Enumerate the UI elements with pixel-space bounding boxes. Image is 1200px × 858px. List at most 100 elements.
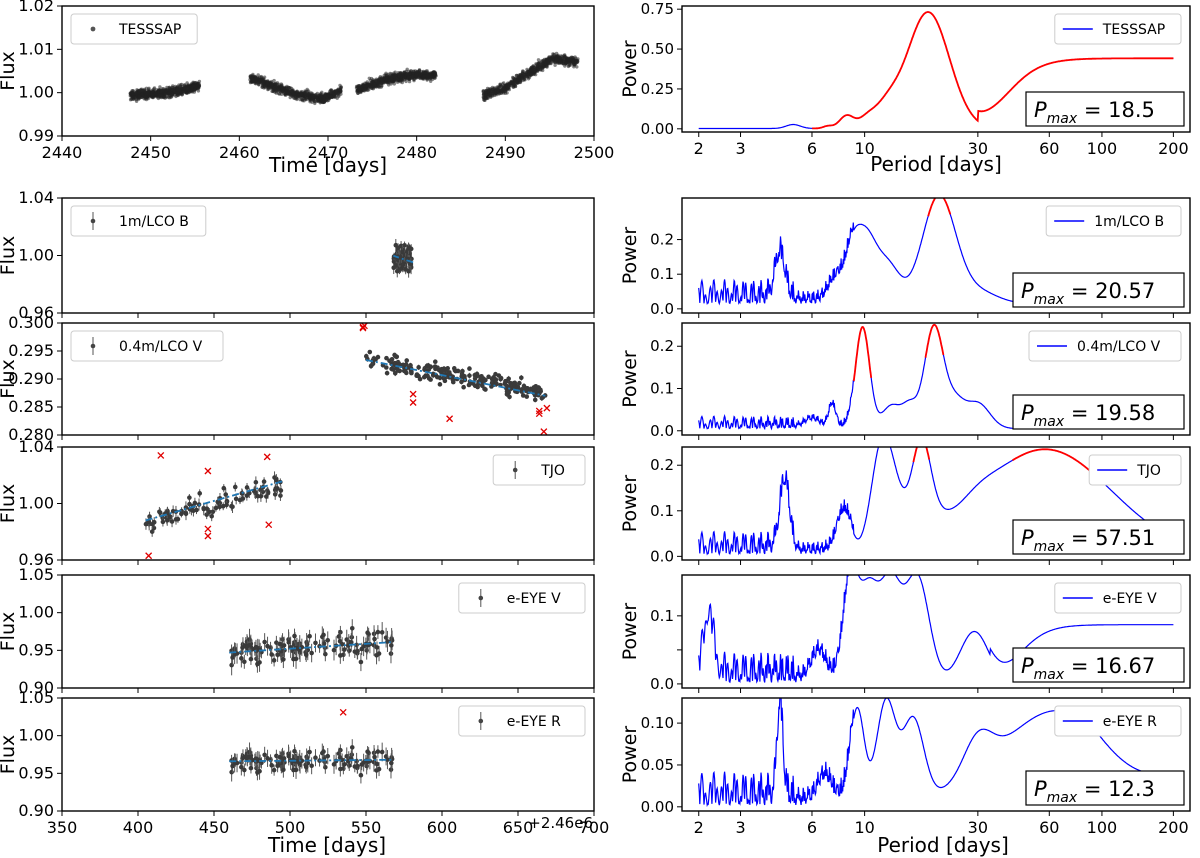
data-point — [397, 255, 402, 260]
x-tick-label: 2 — [694, 818, 704, 837]
highlight-segment — [1012, 448, 1092, 473]
legend-marker — [90, 218, 96, 224]
y-axis-label: Flux — [0, 735, 19, 775]
data-point — [342, 762, 347, 767]
data-point — [524, 386, 529, 391]
data-point — [328, 90, 332, 94]
data-point — [367, 349, 373, 355]
chart-lcov-lc: 0.280 0.285 0.290 0.295 0.300 Flux 0.4m/LCO V — [0, 313, 595, 444]
data-point — [154, 90, 158, 94]
data-point — [141, 88, 145, 93]
data-point — [332, 92, 336, 96]
data-point — [373, 82, 377, 87]
x-tick-label: 400 — [123, 818, 154, 837]
trend-line — [229, 641, 394, 654]
data-point — [544, 60, 548, 65]
y-tick-label: 0.96 — [18, 303, 54, 322]
data-point — [186, 85, 190, 89]
legend-marker — [512, 467, 518, 473]
y-tick-label: 0.1 — [650, 265, 674, 283]
data-point — [339, 88, 343, 93]
data-point — [397, 267, 402, 272]
data-point — [192, 500, 198, 506]
data-point — [349, 625, 355, 631]
x-tick-label: 500 — [275, 818, 306, 837]
data-point — [511, 75, 515, 80]
data-point — [244, 485, 250, 490]
data-point — [532, 65, 537, 70]
data-point — [149, 529, 155, 534]
right-x-axis-label: Period [days] — [877, 833, 1009, 857]
data-point — [157, 93, 162, 98]
data-point — [369, 81, 373, 85]
y-tick-label: 0.0 — [650, 422, 674, 440]
data-point — [174, 94, 178, 99]
outlier-marker — [540, 428, 548, 436]
data-point — [352, 764, 358, 769]
data-point — [399, 249, 405, 255]
data-point — [376, 80, 380, 85]
data-point — [346, 648, 352, 653]
data-point — [321, 100, 326, 104]
legend-label: e-EYE R — [507, 714, 561, 730]
data-point — [307, 749, 312, 755]
data-point — [400, 362, 406, 368]
data-point — [272, 78, 276, 83]
data-point — [374, 653, 379, 658]
data-point — [240, 496, 246, 501]
data-point — [507, 394, 512, 400]
y-tick-label: 1.05 — [18, 565, 54, 584]
data-point — [394, 354, 400, 360]
data-point — [341, 766, 346, 771]
data-point — [545, 64, 549, 68]
y-tick-label: 1.02 — [18, 0, 54, 15]
data-point — [393, 75, 397, 80]
y-tick-label: 0.300 — [8, 313, 54, 332]
y-tick-label: 1.00 — [18, 726, 54, 745]
data-point — [338, 629, 343, 635]
data-point — [348, 639, 354, 645]
legend-label: TESSSAP — [118, 22, 181, 38]
legend-box — [1054, 582, 1182, 614]
y-tick-label: 1.00 — [18, 603, 54, 622]
data-point — [143, 95, 148, 99]
data-point — [131, 96, 135, 100]
x-tick-label: 6 — [807, 139, 817, 158]
y-tick-label: 0.280 — [8, 425, 54, 444]
x-tick-label: 2490 — [485, 143, 526, 162]
data-point — [405, 72, 410, 77]
legend-box — [492, 454, 586, 486]
data-point — [258, 487, 263, 493]
chart-lcob-pg: 0.0 0.1 0.2 Power 1m/LCO B Pmax = 20.57 — [619, 197, 1191, 318]
data-point — [232, 761, 237, 766]
data-point — [175, 516, 181, 522]
data-point — [136, 91, 141, 95]
data-point — [404, 358, 410, 363]
data-point — [546, 58, 551, 62]
data-point — [521, 69, 525, 73]
data-point — [354, 86, 359, 90]
y-tick-label: 0.95 — [18, 640, 54, 659]
data-point — [385, 757, 390, 762]
data-point — [430, 371, 436, 377]
data-point — [291, 95, 295, 99]
data-point — [281, 657, 286, 662]
data-point — [445, 366, 451, 371]
x-tick-label: 2500 — [574, 143, 615, 162]
data-point — [518, 79, 523, 84]
data-point — [389, 366, 394, 372]
data-point — [375, 629, 381, 635]
axes-frame — [681, 5, 1191, 133]
data-point — [539, 63, 543, 67]
data-point — [131, 91, 135, 96]
data-point — [554, 58, 558, 62]
data-point — [298, 97, 302, 102]
data-point — [404, 69, 408, 74]
legend-marker — [90, 343, 96, 349]
data-point — [519, 387, 524, 392]
data-point — [342, 647, 347, 652]
data-point — [349, 745, 355, 750]
data-point — [264, 494, 269, 499]
y-axis-label: Power — [619, 227, 641, 285]
data-point — [385, 639, 390, 644]
